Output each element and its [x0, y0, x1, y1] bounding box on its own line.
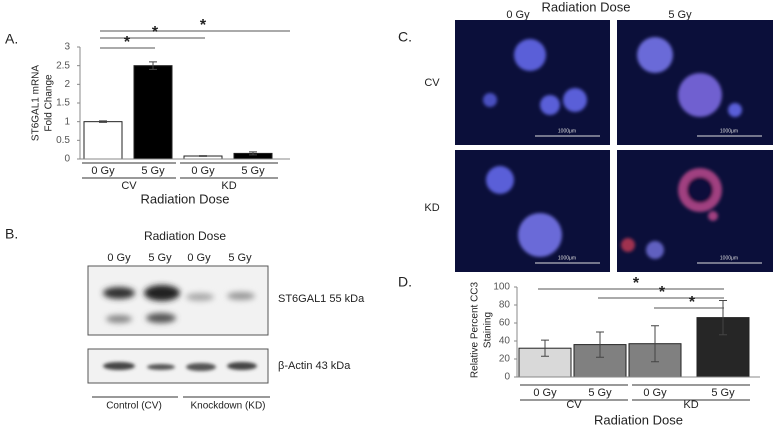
panel-label: C. [398, 29, 412, 45]
group-label: CV [566, 399, 582, 411]
x-axis-label: Radiation Dose [594, 412, 683, 427]
significance-star: * [659, 284, 666, 301]
y-tick-label: 0 [64, 154, 70, 165]
significance-star: * [124, 34, 131, 51]
microscopy: Radiation Dose 0 Gy 5 Gy CV KD 1000μm 10… [424, 0, 773, 272]
y-axis-label: Staining [483, 312, 494, 348]
y-tick-label: 60 [499, 318, 511, 329]
x-tick-label: 5 Gy [711, 387, 735, 399]
x-tick-label: 0 Gy [91, 165, 115, 177]
error-bar [149, 61, 157, 70]
x-tick-label: 5 Gy [141, 165, 165, 177]
y-tick-label: 2.5 [56, 60, 70, 71]
y-tick-label: 40 [499, 336, 511, 347]
lane-label: 5 Gy [148, 252, 172, 264]
scale-label: 1000μm [720, 255, 738, 261]
scale-label: 1000μm [558, 128, 576, 134]
y-tick-label: 3 [64, 42, 70, 53]
significance-star: * [633, 275, 640, 292]
error-bar [199, 155, 207, 157]
scale-label: 1000μm [558, 255, 576, 261]
blot-bands [103, 362, 257, 371]
western-blot: Radiation Dose 0 Gy 5 Gy 0 Gy 5 Gy ST6GA… [87, 229, 365, 412]
y-tick-label: 20 [499, 354, 511, 365]
group-label: KD [683, 399, 698, 411]
significance-star: * [689, 294, 696, 311]
scale-bars: 1000μm 1000μm 1000μm 1000μm [535, 128, 762, 264]
row-label: CV [424, 77, 440, 89]
group-label: Control (CV) [106, 401, 162, 412]
x-tick-label: 0 Gy [643, 387, 667, 399]
y-tick-label: 1 [64, 116, 70, 127]
x-tick-label: 5 Gy [241, 165, 265, 177]
bar [83, 121, 123, 160]
x-tick-label: 0 Gy [191, 165, 215, 177]
scale-label: 1000μm [720, 128, 738, 134]
lane-label: 0 Gy [107, 252, 131, 264]
bar [133, 65, 173, 160]
error-bar [541, 339, 549, 357]
y-tick-label: 0.5 [56, 135, 70, 146]
group-label: Knockdown (KD) [190, 401, 265, 412]
microscopy-title: Radiation Dose [542, 0, 631, 14]
error-bar [651, 325, 659, 363]
blot-title: Radiation Dose [144, 229, 226, 243]
y-tick-label: 2 [64, 79, 70, 90]
x-axis-label: Radiation Dose [141, 191, 230, 206]
y-axis-label: Fold Change [44, 74, 55, 132]
error-bar [99, 120, 107, 123]
column-label: 5 Gy [668, 9, 692, 21]
panel-label: A. [5, 31, 18, 47]
y-tick-label: 80 [499, 300, 511, 311]
band-label: β-Actin 43 kDa [278, 360, 351, 372]
lane-label: 5 Gy [228, 252, 252, 264]
y-tick-label: 0 [504, 372, 510, 383]
group-label: CV [121, 180, 137, 192]
band-label: ST6GAL1 55 kDa [278, 293, 365, 305]
panel-label: B. [5, 226, 18, 242]
column-label: 0 Gy [506, 9, 530, 21]
panel-label: D. [398, 274, 412, 290]
significance-star: * [200, 17, 207, 34]
error-bar [249, 151, 257, 156]
cell-clusters [483, 37, 742, 259]
significance-star: * [152, 24, 159, 41]
lane-label: 0 Gy [187, 252, 211, 264]
x-tick-label: 5 Gy [588, 387, 612, 399]
micrograph [455, 20, 610, 145]
x-tick-label: 0 Gy [533, 387, 557, 399]
blot-bands [103, 285, 255, 323]
group-label: KD [221, 180, 236, 192]
error-bar [719, 300, 727, 336]
y-tick-label: 100 [493, 282, 510, 293]
row-label: KD [424, 202, 439, 214]
y-axis-label: Relative Percent CC3 [470, 281, 481, 378]
y-tick-label: 1.5 [56, 98, 70, 109]
blot-box [87, 265, 269, 336]
y-axis-label: ST6GAL1 mRNA [31, 65, 42, 141]
error-bar [596, 331, 604, 358]
